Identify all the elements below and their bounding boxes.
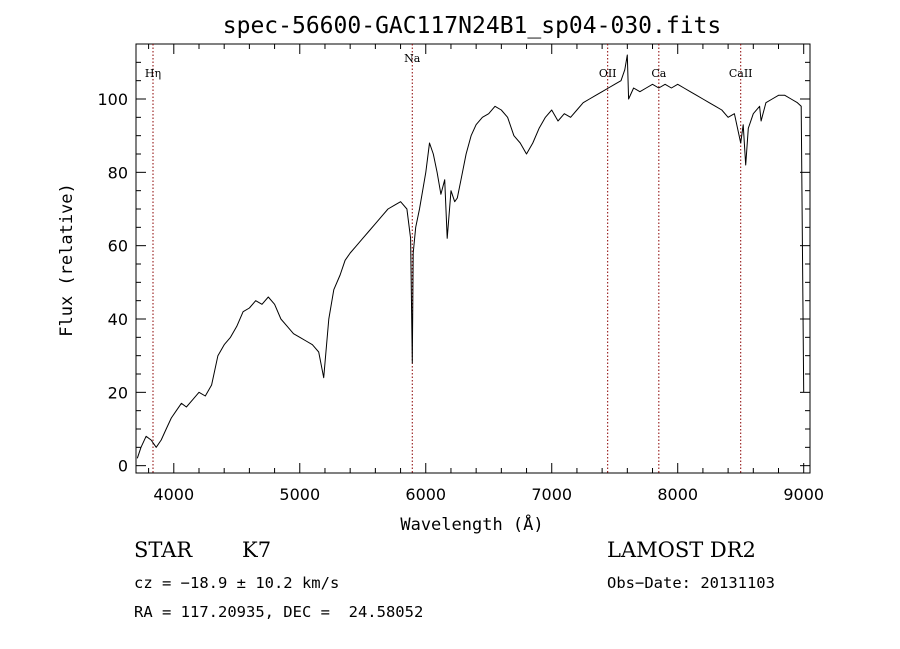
x-tick-label: 6000 <box>405 485 446 504</box>
y-tick-label: 80 <box>108 163 128 182</box>
survey-name: LAMOST DR2 <box>607 538 756 562</box>
y-tick-label: 40 <box>108 310 128 329</box>
y-tick-label: 60 <box>108 237 128 256</box>
spectral-line-label: CaII <box>729 67 753 80</box>
y-tick-label: 100 <box>97 90 128 109</box>
spectral-line-label: OII <box>599 67 617 80</box>
coordinates: RA = 117.20935, DEC = 24.58052 <box>134 603 424 621</box>
x-tick-label: 4000 <box>153 485 194 504</box>
plot-frame <box>135 43 811 474</box>
spectral-line-label: Na <box>404 52 421 65</box>
chart-title: spec-56600-GAC117N24B1_sp04-030.fits <box>223 13 722 39</box>
x-axis-label: Wavelength (Å) <box>400 513 543 535</box>
object-subclass: K7 <box>242 538 272 562</box>
spectrum-line <box>136 54 805 459</box>
spectrum-series <box>136 54 805 459</box>
object-class: STAR <box>134 538 193 562</box>
x-axis-ticks: 4000 5000 6000 7000 8000 9000 <box>148 44 824 504</box>
plot-border <box>135 43 811 474</box>
spectral-line-label: Hη <box>145 67 161 80</box>
observation-date: Obs−Date: 20131103 <box>607 574 775 592</box>
y-tick-label: 20 <box>108 383 128 402</box>
x-tick-label: 9000 <box>783 485 824 504</box>
spectral-line-markers: Hη Na OII Ca CaII <box>145 44 753 473</box>
y-axis-ticks: 0 20 40 60 80 100 <box>97 61 810 476</box>
y-axis-label: Flux (relative) <box>57 183 77 337</box>
y-tick-label: 0 <box>118 457 128 476</box>
redshift-velocity: cz = −18.9 ± 10.2 km/s <box>134 574 340 592</box>
x-tick-label: 5000 <box>279 485 320 504</box>
spectral-line-label: Ca <box>651 67 666 80</box>
x-tick-label: 8000 <box>657 485 698 504</box>
x-tick-label: 7000 <box>531 485 572 504</box>
